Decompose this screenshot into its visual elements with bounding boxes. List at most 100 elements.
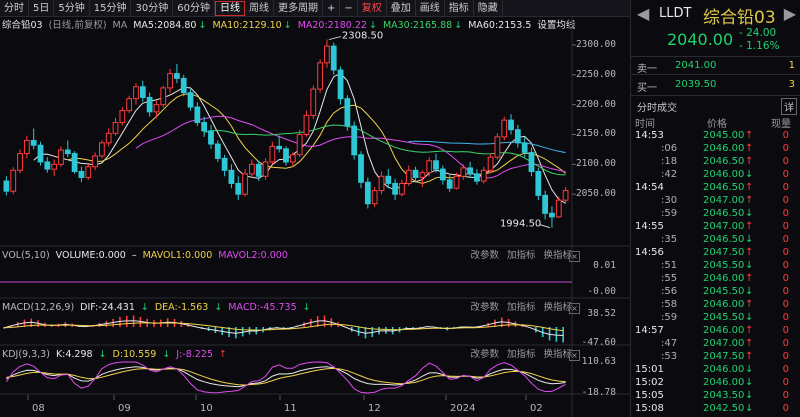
- trade-direction-icon: ↑: [745, 338, 754, 349]
- ask-label: 卖一: [637, 64, 657, 75]
- settings-ma-link[interactable]: 设置均线: [537, 20, 576, 31]
- change-indicator-button[interactable]: 换指标: [543, 250, 572, 261]
- trade-direction-icon: ↑: [745, 130, 754, 141]
- candle-body: [549, 212, 555, 218]
- candle-body: [235, 182, 242, 195]
- edit-params-button[interactable]: 改参数: [470, 250, 499, 261]
- toolbar-item-7[interactable]: 周线: [245, 0, 274, 17]
- x-axis-label: 11: [284, 403, 297, 414]
- trade-row: 14:53 2045.00 ↑ 0: [631, 129, 800, 142]
- change-indicator-button[interactable]: 换指标: [543, 349, 572, 360]
- close-icon[interactable]: ×: [569, 303, 580, 314]
- candle-body: [405, 169, 412, 184]
- toolbar-item-8[interactable]: 更多周期: [274, 0, 323, 17]
- candle-body: [521, 142, 528, 153]
- trade-time: :35: [661, 234, 678, 245]
- toolbar-item-1[interactable]: 5日: [29, 0, 55, 17]
- trade-time: :42: [661, 169, 678, 180]
- candle-body: [303, 114, 310, 135]
- trade-price: 2046.00: [703, 377, 745, 388]
- candle-body: [453, 175, 460, 189]
- trade-volume: 0: [782, 195, 789, 206]
- ma-label[interactable]: MA: [112, 20, 128, 31]
- bid-label: 买一: [637, 83, 657, 94]
- candle-body: [160, 87, 167, 106]
- macd-dif: DIF:-24.431: [80, 302, 135, 313]
- vol-panel-buttons: 改参数 加指标 换指标: [470, 249, 572, 263]
- close-icon[interactable]: ×: [569, 350, 580, 361]
- ma20-line: [135, 115, 566, 179]
- add-indicator-button[interactable]: 加指标: [506, 349, 536, 360]
- candle-body: [324, 45, 330, 64]
- trade-row: 15:08 2042.50 ↓ 0: [631, 402, 800, 415]
- toolbar-item-12[interactable]: 叠加: [387, 0, 416, 17]
- forward-arrow-icon[interactable]: ▶: [783, 4, 796, 23]
- trade-volume: 0: [782, 130, 789, 141]
- x-axis-label: 09: [118, 403, 131, 414]
- candle-body: [392, 182, 398, 195]
- toolbar-item-5[interactable]: 60分钟: [173, 0, 215, 17]
- candle-body: [249, 163, 255, 175]
- close-icon[interactable]: ×: [569, 251, 580, 262]
- trade-volume: 0: [782, 390, 789, 401]
- trade-price: 2046.00: [703, 143, 745, 154]
- main-y-tick: 2300.00: [575, 38, 616, 50]
- toolbar-item-9[interactable]: +: [323, 0, 341, 17]
- toolbar-item-0[interactable]: 分时: [0, 0, 29, 17]
- candle-body: [514, 129, 521, 144]
- candle-body: [255, 163, 262, 177]
- trade-volume: 0: [782, 338, 789, 349]
- candle-body: [508, 119, 514, 131]
- trade-row: 14:55 2047.00 ↑ 0: [631, 220, 800, 233]
- trade-row: :53 2047.50 ↑ 0: [631, 350, 800, 363]
- trade-volume: 0: [782, 260, 789, 271]
- candle-body: [242, 173, 248, 195]
- trade-time: :30: [661, 195, 678, 206]
- change-indicator-button[interactable]: 换指标: [543, 302, 572, 313]
- trade-price: 2047.00: [703, 221, 745, 232]
- toolbar-item-14[interactable]: 指标: [445, 0, 474, 17]
- chart-area[interactable]: 综合铅03 (日线,前复权) MA MA5:2084.80 ↓ MA10:2129.…: [0, 17, 630, 417]
- trade-price: 2046.00: [703, 273, 745, 284]
- trade-time: :51: [661, 260, 678, 271]
- candle-body: [153, 104, 160, 113]
- trade-row: :55 2046.00 ↑ 0: [631, 272, 800, 285]
- toolbar-item-2[interactable]: 5分钟: [54, 0, 90, 17]
- trade-row: :58 2046.00 ↑ 0: [631, 298, 800, 311]
- kdj-panel-header: KDJ(9,3,3) K:4.298 ↓ D:10.559 ↓ J:-8.225 ↑: [2, 349, 227, 360]
- candle-body: [119, 110, 126, 124]
- high-pointer: [328, 36, 342, 41]
- trade-price: 2046.50: [703, 234, 745, 245]
- detail-button[interactable]: 详: [781, 98, 797, 115]
- add-indicator-button[interactable]: 加指标: [506, 302, 536, 313]
- col-time: 时间: [635, 119, 655, 130]
- toolbar-item-13[interactable]: 画线: [416, 0, 445, 17]
- candle-body: [3, 180, 10, 192]
- trade-row: 15:01 2046.00 ↓ 0: [631, 363, 800, 376]
- ma30-line: [204, 124, 566, 176]
- adjust-note: (日线,前复权): [48, 20, 107, 31]
- main-panel-header: 综合铅03 (日线,前复权) MA MA5:2084.80 ↓ MA10:2129.…: [0, 19, 575, 33]
- candle-body: [378, 175, 385, 192]
- toolbar-item-3[interactable]: 15分钟: [90, 0, 132, 17]
- toolbar-item-15[interactable]: 隐藏: [474, 0, 503, 17]
- candle-body: [276, 145, 283, 150]
- trade-row: :06 2046.00 ↑ 0: [631, 142, 800, 155]
- candle-body: [221, 157, 228, 171]
- toolbar-item-6[interactable]: 日线: [214, 0, 245, 16]
- toolbar-item-10[interactable]: −: [340, 0, 358, 17]
- trade-volume: 0: [782, 182, 789, 193]
- candle-body: [133, 86, 139, 100]
- add-indicator-button[interactable]: 加指标: [506, 250, 536, 261]
- candle-body: [283, 148, 289, 163]
- edit-params-button[interactable]: 改参数: [470, 349, 499, 360]
- toolbar-item-4[interactable]: 30分钟: [131, 0, 174, 17]
- candle-body: [180, 77, 187, 94]
- toolbar-item-11[interactable]: 复权: [358, 0, 387, 17]
- back-arrow-icon[interactable]: ◀: [637, 4, 650, 23]
- trade-time: 15:02: [635, 377, 664, 388]
- edit-params-button[interactable]: 改参数: [470, 302, 499, 313]
- trade-direction-icon: ↑: [745, 299, 754, 310]
- trade-time: :53: [661, 351, 678, 362]
- trade-volume: 0: [782, 351, 789, 362]
